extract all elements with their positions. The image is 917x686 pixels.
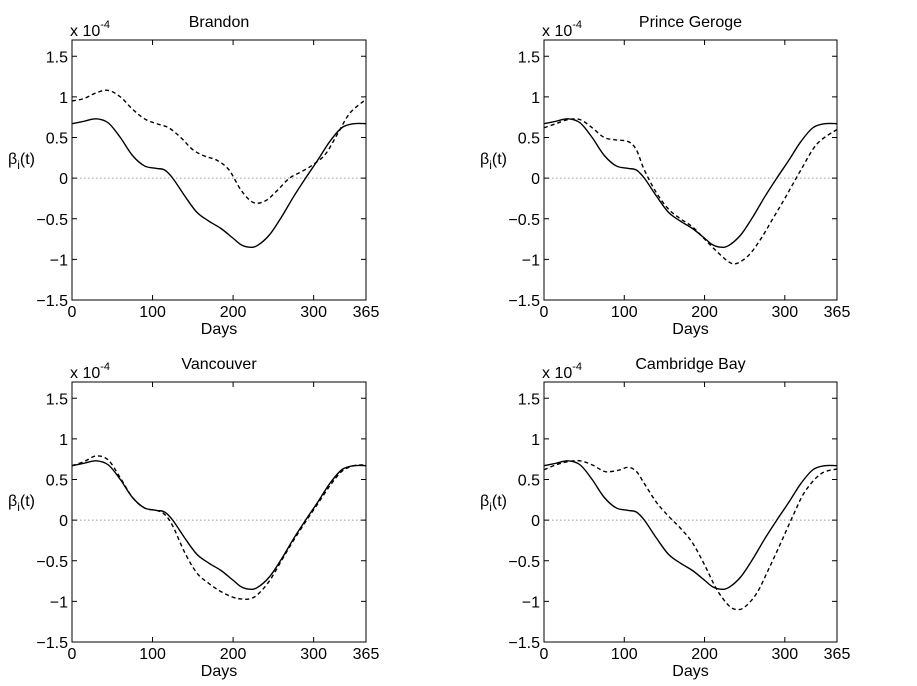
x-tick-label: 300 bbox=[771, 304, 798, 321]
y-tick-label: −0.5 bbox=[36, 554, 68, 571]
y-tick-label: −1 bbox=[50, 252, 68, 269]
chart-panel-1: 0 100 200 300 365 −1.5 −1 −0.5 0 0.5 1 1.5 Brandon Da… bbox=[8, 14, 379, 338]
y-tick-label: −1 bbox=[522, 252, 540, 269]
y-tick-label: −0.5 bbox=[36, 212, 68, 229]
y-scale-label: x 10-4 bbox=[70, 361, 110, 382]
x-tick-label: 100 bbox=[611, 304, 638, 321]
y-tick-label: 0.5 bbox=[46, 473, 68, 490]
x-axis-label: Days bbox=[201, 663, 237, 680]
y-tick-label: −1 bbox=[50, 594, 68, 611]
y-tick-label: 1.5 bbox=[46, 391, 68, 408]
y-axis-label: βi(t) bbox=[480, 151, 507, 172]
x-tick-label: 200 bbox=[220, 646, 247, 663]
x-tick-label: 365 bbox=[824, 646, 851, 663]
y-tick-label: −1.5 bbox=[508, 635, 540, 652]
solid-series-line bbox=[71, 460, 367, 590]
x-tick-label: 200 bbox=[691, 304, 718, 321]
solid-series-line bbox=[543, 118, 838, 248]
y-tick-label: 0.5 bbox=[46, 131, 68, 148]
dashed-series-line bbox=[71, 89, 367, 204]
x-tick-label: 365 bbox=[353, 304, 380, 321]
y-tick-label: 1.5 bbox=[518, 49, 540, 66]
y-scale-label: x 10-4 bbox=[542, 361, 582, 382]
chart-title: Vancouver bbox=[181, 356, 257, 373]
y-tick-label: −0.5 bbox=[508, 554, 540, 571]
dashed-series-line bbox=[543, 459, 838, 611]
x-tick-label: 300 bbox=[771, 646, 798, 663]
x-tick-label: 200 bbox=[691, 646, 718, 663]
y-scale-label: x 10-4 bbox=[542, 19, 582, 40]
y-tick-label: −0.5 bbox=[508, 212, 540, 229]
y-tick-label: 0 bbox=[531, 171, 540, 188]
y-tick-label: −1.5 bbox=[508, 293, 540, 310]
y-tick-label: 0 bbox=[531, 513, 540, 530]
y-tick-label: 0 bbox=[59, 171, 68, 188]
y-tick-label: −1.5 bbox=[36, 293, 68, 310]
y-tick-label: −1.5 bbox=[36, 635, 68, 652]
solid-series-line bbox=[543, 460, 838, 590]
y-tick-label: 1 bbox=[531, 432, 540, 449]
x-tick-label: 365 bbox=[824, 304, 851, 321]
x-tick-label: 300 bbox=[300, 646, 327, 663]
x-tick-label: 300 bbox=[300, 304, 327, 321]
x-tick-label: 100 bbox=[139, 304, 166, 321]
x-tick-label: 100 bbox=[611, 646, 638, 663]
chart-title: Cambridge Bay bbox=[635, 356, 745, 373]
chart-panel-4: 0 100 200 300 365 −1.5 −1 −0.5 0 0.5 1 1.5 Cambridge… bbox=[480, 356, 850, 680]
y-tick-label: 0 bbox=[59, 513, 68, 530]
y-tick-label: 1 bbox=[59, 432, 68, 449]
y-tick-label: 0.5 bbox=[518, 473, 540, 490]
dashed-series-line bbox=[71, 455, 367, 601]
y-tick-label: 1.5 bbox=[518, 391, 540, 408]
x-tick-label: 200 bbox=[220, 304, 247, 321]
x-axis-label: Days bbox=[672, 663, 708, 680]
plot-frame bbox=[543, 381, 838, 643]
y-axis-label: βi(t) bbox=[8, 493, 35, 514]
x-tick-label: 0 bbox=[540, 304, 549, 321]
x-tick-label: 100 bbox=[139, 646, 166, 663]
solid-series-line bbox=[71, 118, 367, 248]
y-axis-label: βi(t) bbox=[8, 151, 35, 172]
y-axis-label: βi(t) bbox=[480, 493, 507, 514]
chart-title: Brandon bbox=[189, 14, 250, 31]
plot-frame bbox=[543, 39, 838, 301]
x-tick-label: 365 bbox=[353, 646, 380, 663]
x-axis-label: Days bbox=[672, 321, 708, 338]
chart-panel-2: 0 100 200 300 365 −1.5 −1 −0.5 0 0.5 1 1.5 Prince Ge… bbox=[480, 14, 850, 338]
plot-frame bbox=[71, 381, 367, 643]
chart-panel-3: 0 100 200 300 365 −1.5 −1 −0.5 0 0.5 1 1.5 Vancouver… bbox=[8, 356, 379, 680]
y-tick-label: 0.5 bbox=[518, 131, 540, 148]
y-scale-label: x 10-4 bbox=[70, 19, 110, 40]
dashed-series-line bbox=[543, 118, 838, 265]
x-tick-label: 0 bbox=[540, 646, 549, 663]
x-tick-label: 0 bbox=[68, 646, 77, 663]
y-tick-label: 1.5 bbox=[46, 49, 68, 66]
y-tick-label: −1 bbox=[522, 594, 540, 611]
y-tick-label: 1 bbox=[59, 90, 68, 107]
chart-title: Prince Geroge bbox=[639, 14, 742, 31]
x-tick-label: 0 bbox=[68, 304, 77, 321]
x-axis-label: Days bbox=[201, 321, 237, 338]
plot-frame bbox=[71, 39, 367, 301]
y-tick-label: 1 bbox=[531, 90, 540, 107]
